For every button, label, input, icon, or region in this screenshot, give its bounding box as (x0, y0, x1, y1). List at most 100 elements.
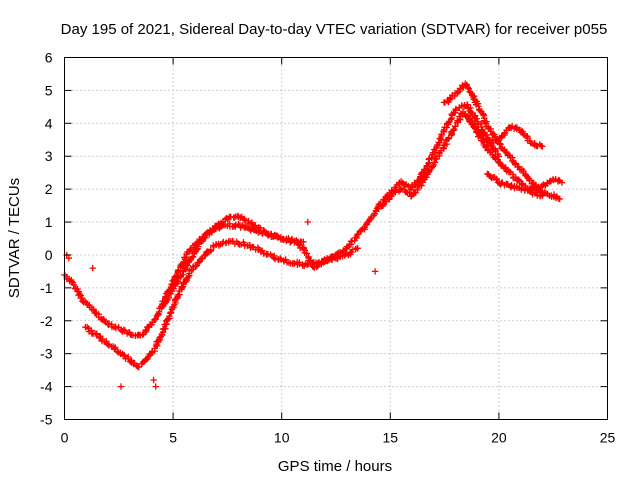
data-point (473, 115, 480, 122)
data-point (135, 363, 142, 370)
data-point (235, 220, 242, 228)
y-tick-label: 0 (45, 247, 53, 263)
data-point (498, 161, 506, 169)
data-point (477, 120, 485, 127)
data-point (354, 245, 361, 252)
axis-ticks: 0 5 10 15 20 25 -5 -4 -3 -2 -1 0 1 2 3 4 5 6 (40, 50, 615, 446)
data-point (466, 88, 474, 95)
x-tick-label: 15 (383, 430, 399, 446)
data-point (304, 218, 311, 226)
plot-frame (64, 57, 608, 420)
data-point (465, 85, 472, 92)
x-tick-label: 10 (274, 430, 290, 446)
data-series (462, 112, 546, 150)
data-point (307, 259, 315, 266)
data-point (164, 316, 172, 323)
data-point (271, 252, 278, 260)
data-point (151, 316, 158, 324)
y-tick-label: 4 (45, 115, 53, 131)
y-tick-label: 5 (45, 82, 53, 98)
data-point (483, 143, 490, 150)
data-point (484, 139, 491, 146)
data-point (104, 341, 111, 348)
data-point (303, 250, 310, 257)
data-point (518, 185, 525, 192)
y-tick-label: 3 (45, 148, 53, 164)
data-point (101, 317, 108, 325)
data-point (195, 259, 203, 266)
x-tick-label: 5 (169, 430, 177, 446)
y-tick-label: -3 (40, 346, 53, 362)
x-tick-label: 20 (491, 430, 507, 446)
data-point (121, 352, 128, 359)
data-point (295, 240, 302, 248)
data-point (447, 116, 455, 123)
data-point (291, 260, 298, 267)
data-point (388, 190, 396, 197)
data-point (467, 108, 475, 116)
data-point (166, 313, 173, 320)
data-point (179, 271, 186, 278)
data-point (277, 255, 284, 262)
data-point (495, 153, 503, 160)
y-axis-label: SDTVAR / TECUs (6, 178, 23, 298)
data-point (158, 303, 166, 310)
data-point (93, 331, 100, 338)
y-tick-label: -4 (40, 379, 53, 395)
data-point (207, 246, 214, 253)
data-point (452, 123, 459, 130)
data-point (65, 255, 72, 262)
y-tick-label: 6 (45, 50, 53, 66)
data-point (192, 263, 199, 270)
chart-title: Day 195 of 2021, Sidereal Day-to-day VTE… (61, 21, 608, 38)
data-point (371, 210, 378, 218)
y-tick-label: -2 (40, 313, 53, 329)
data-point (89, 264, 96, 272)
data-point (403, 188, 410, 196)
grid-lines (64, 57, 608, 420)
data-points (61, 80, 566, 390)
data-point (111, 345, 118, 352)
data-point (512, 160, 519, 167)
data-point (556, 195, 563, 203)
data-point (174, 278, 181, 285)
data-series (375, 108, 546, 212)
y-tick-label: -1 (40, 280, 53, 296)
y-tick-label: -5 (40, 412, 53, 428)
data-point (226, 220, 233, 227)
data-point (186, 246, 194, 253)
data-point (539, 143, 546, 150)
data-point (117, 383, 125, 390)
data-series (484, 170, 566, 194)
data-point (452, 105, 460, 113)
data-point (235, 240, 242, 247)
x-axis-label: GPS time / hours (278, 458, 392, 475)
data-point (152, 383, 159, 390)
data-point (162, 325, 169, 332)
data-point (300, 245, 307, 253)
data-point (467, 104, 474, 112)
y-tick-label: 2 (45, 181, 53, 197)
data-point (526, 177, 533, 184)
data-point (475, 102, 482, 110)
data-point (303, 261, 311, 269)
data-point (187, 245, 194, 253)
data-point (257, 224, 264, 232)
data-point (558, 179, 566, 186)
data-point (358, 226, 365, 234)
x-tick-label: 25 (600, 430, 616, 446)
data-point (70, 281, 77, 289)
data-point (189, 253, 197, 260)
data-point (508, 182, 515, 189)
y-tick-label: 1 (45, 214, 53, 230)
data-point (188, 254, 196, 261)
data-point (371, 268, 379, 275)
data-point (300, 238, 307, 245)
x-tick-label: 0 (61, 430, 69, 446)
data-point (167, 309, 174, 316)
data-point (150, 376, 157, 384)
data-point (114, 348, 121, 355)
data-series (63, 218, 379, 390)
data-point (143, 327, 150, 334)
